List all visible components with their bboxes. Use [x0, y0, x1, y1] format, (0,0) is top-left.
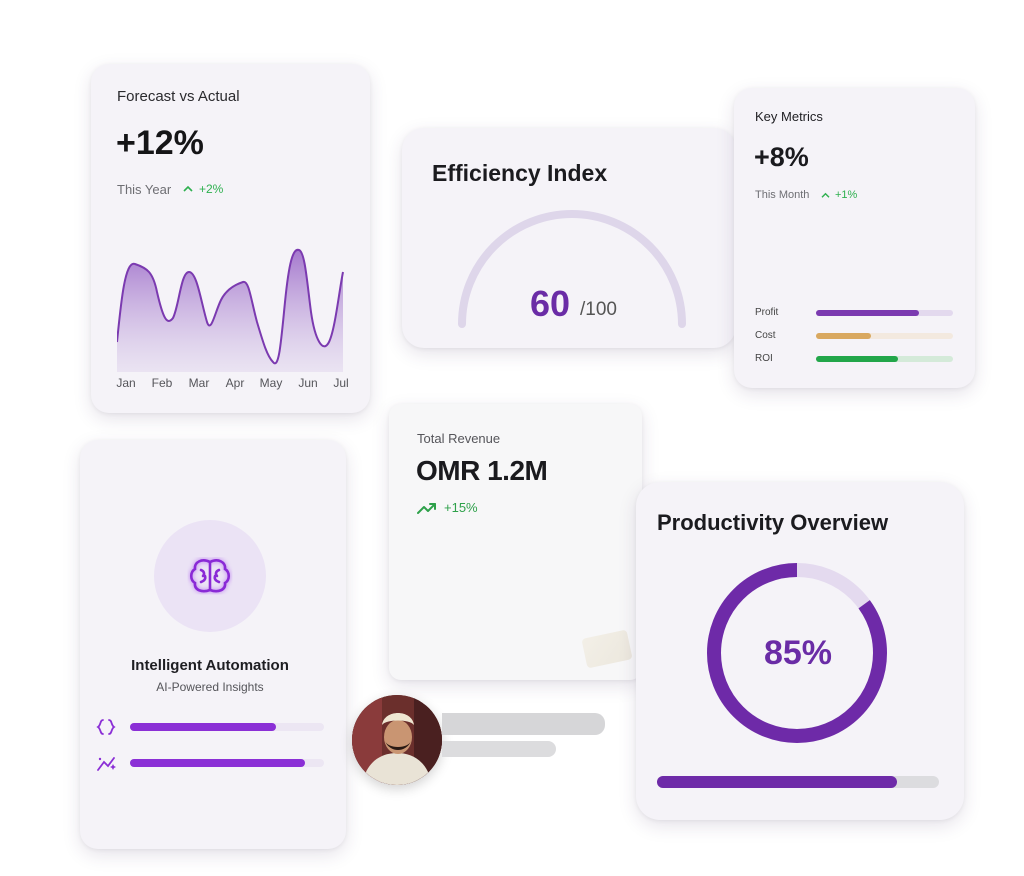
metric-label: ROI	[755, 353, 773, 364]
month-label: May	[259, 376, 283, 390]
avatar	[352, 695, 442, 785]
automation-row-insights	[96, 756, 326, 771]
automation-fill	[130, 759, 305, 767]
productivity-bar-track	[657, 776, 939, 788]
efficiency-title: Efficiency Index	[432, 160, 608, 186]
revenue-title: Total Revenue	[417, 431, 501, 446]
automation-track	[130, 759, 324, 767]
automation-fill	[130, 723, 276, 731]
key-metrics-value: +8%	[754, 142, 809, 172]
automation-card: Intelligent Automation AI-Powered Insigh…	[80, 440, 346, 849]
automation-track	[130, 723, 324, 731]
revenue-card: Total Revenue OMR 1.2M +15%	[389, 404, 642, 680]
month-label: Feb	[151, 376, 173, 390]
month-label: Apr	[225, 376, 245, 390]
forecast-value: +12%	[116, 124, 204, 162]
key-metrics-change: +1%	[835, 189, 858, 201]
forecast-trend: +2%	[183, 182, 223, 196]
brain-icon-badge	[154, 520, 266, 632]
automation-row-code	[96, 719, 326, 735]
productivity-value: 85%	[763, 634, 833, 672]
productivity-card: Productivity Overview 85%	[636, 482, 964, 820]
forecast-title: Forecast vs Actual	[117, 88, 240, 105]
metric-fill	[816, 333, 871, 339]
productivity-title: Productivity Overview	[657, 510, 889, 535]
metric-track	[816, 310, 953, 316]
efficiency-max: /100	[580, 299, 617, 320]
automation-subtitle: AI-Powered Insights	[156, 680, 264, 694]
chevron-up-icon	[183, 185, 193, 192]
productivity-ring-progress	[707, 563, 887, 743]
chevron-up-icon	[821, 192, 830, 198]
forecast-month-axis: Jan Feb Mar Apr May Jun Jul	[116, 376, 349, 392]
efficiency-value: 60	[530, 283, 571, 324]
forecast-wave-area	[117, 249, 343, 372]
forecast-card: Forecast vs Actual +12% This Year +2% Ja…	[91, 64, 370, 413]
efficiency-card: Efficiency Index 60 /100	[402, 128, 736, 348]
decorative-note	[581, 629, 633, 669]
metric-track	[816, 356, 953, 362]
efficiency-gauge	[458, 210, 686, 328]
metric-row-roi: ROI	[755, 353, 955, 365]
placeholder-line	[442, 741, 556, 757]
month-label: Jan	[116, 376, 136, 390]
metric-fill	[816, 356, 899, 362]
revenue-change: +15%	[444, 500, 478, 515]
metric-label: Cost	[755, 330, 776, 341]
month-label: Jul	[333, 376, 349, 390]
avatar-portrait	[352, 695, 442, 785]
efficiency-gauge-track	[458, 210, 686, 328]
metric-label: Profit	[755, 307, 779, 318]
productivity-ring	[707, 563, 887, 743]
forecast-wave-chart	[117, 248, 344, 372]
forecast-change: +2%	[199, 182, 224, 196]
sparkle-wand-icon	[97, 757, 116, 771]
month-label: Jun	[298, 376, 318, 390]
revenue-value: OMR 1.2M	[416, 455, 548, 486]
forecast-wave-line	[117, 248, 344, 365]
key-metrics-trend: +1%	[821, 189, 857, 201]
key-metrics-card: Key Metrics +8% This Month +1% Profit Co…	[734, 88, 975, 388]
revenue-trend: +15%	[417, 500, 478, 515]
key-metrics-title: Key Metrics	[755, 109, 823, 124]
key-metrics-period: This Month	[755, 189, 810, 201]
forecast-period: This Year	[117, 182, 172, 197]
metric-row-profit: Profit	[755, 307, 955, 319]
month-label: Mar	[188, 376, 210, 390]
placeholder-line	[442, 713, 605, 735]
metric-row-cost: Cost	[755, 330, 955, 342]
brain-icon	[189, 558, 231, 594]
automation-title: Intelligent Automation	[131, 657, 289, 674]
productivity-bar-fill	[657, 776, 897, 788]
metric-track	[816, 333, 953, 339]
trending-up-icon	[417, 502, 436, 514]
code-braces-icon	[96, 719, 116, 735]
metric-fill	[816, 310, 919, 316]
